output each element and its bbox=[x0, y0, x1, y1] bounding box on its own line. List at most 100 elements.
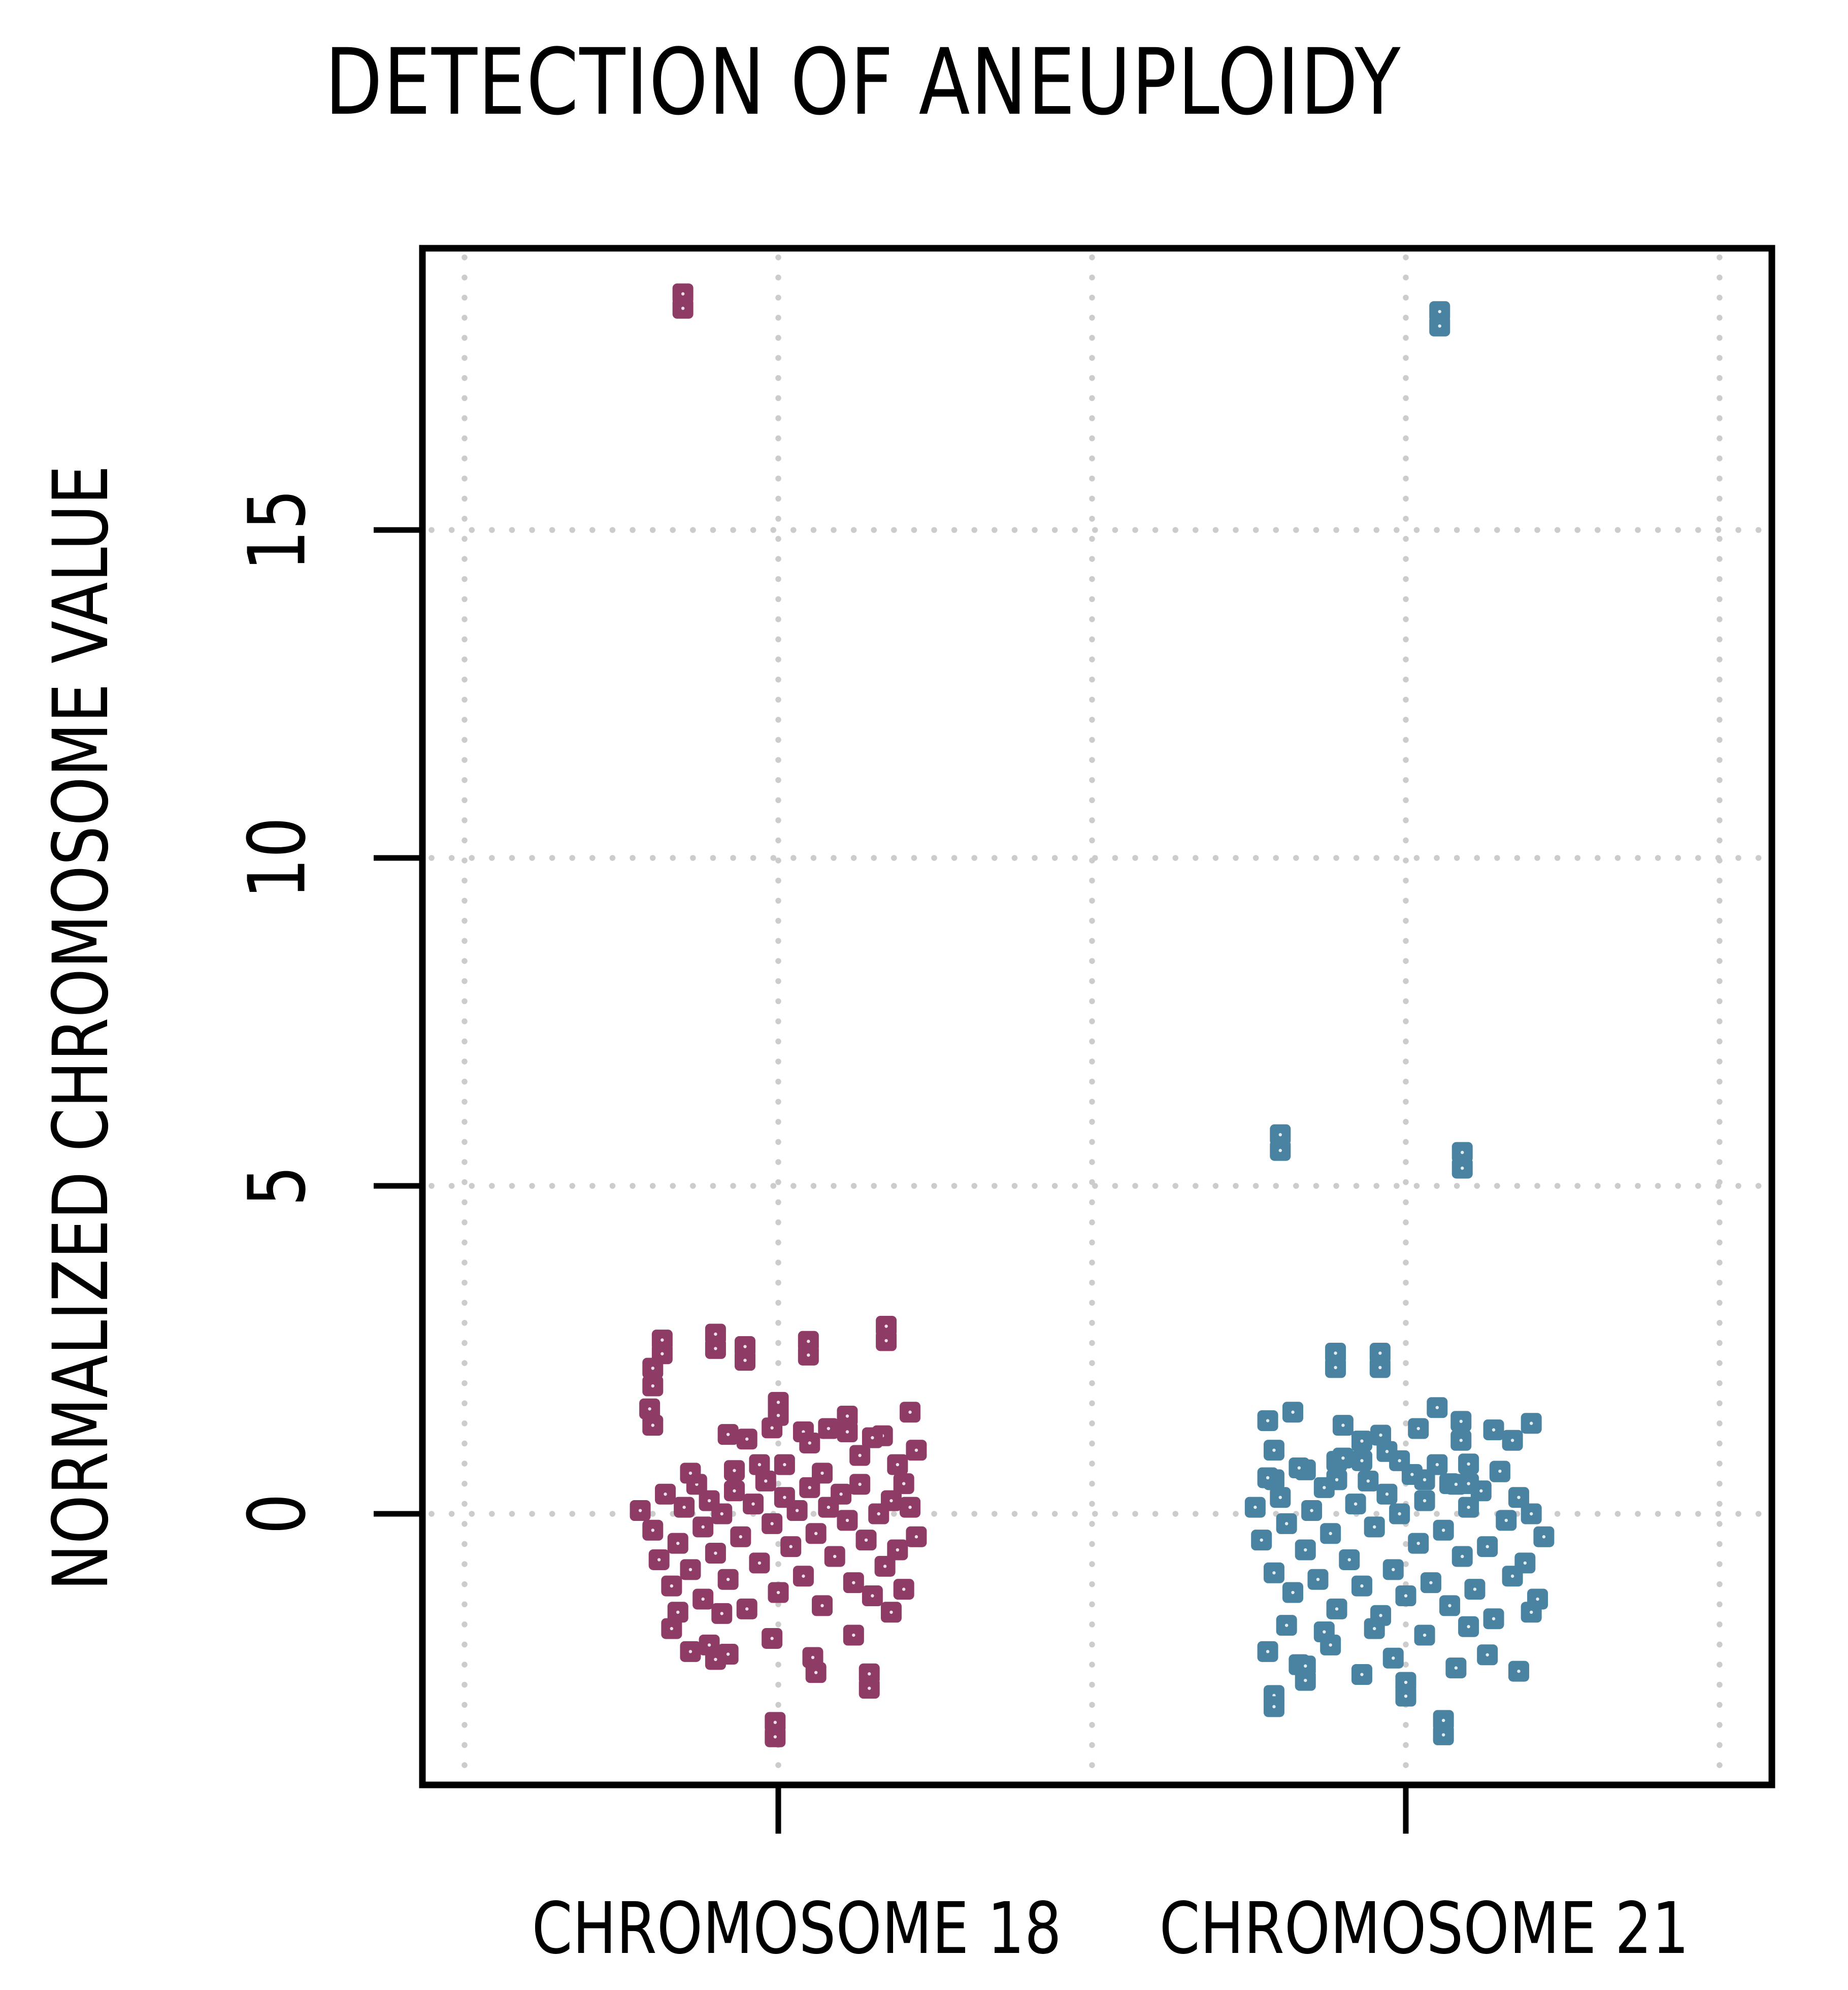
data-point-center-dot bbox=[1441, 1733, 1445, 1737]
data-point-center-dot bbox=[1392, 1656, 1395, 1660]
data-point-center-dot bbox=[1510, 1574, 1514, 1578]
data-point-center-dot bbox=[1297, 1466, 1301, 1470]
data-point-center-dot bbox=[1304, 1678, 1307, 1682]
data-point-center-dot bbox=[733, 1469, 736, 1472]
data-point-center-dot bbox=[770, 1426, 774, 1430]
data-point-center-dot bbox=[839, 1492, 843, 1496]
data-point-center-dot bbox=[1435, 1463, 1439, 1467]
data-point-center-dot bbox=[1441, 1529, 1445, 1532]
data-point-center-dot bbox=[1378, 1351, 1382, 1355]
data-point-center-dot bbox=[802, 1574, 805, 1578]
data-point-center-dot bbox=[1461, 1554, 1464, 1558]
data-point-center-dot bbox=[1272, 1705, 1276, 1709]
data-point-center-dot bbox=[1278, 1496, 1282, 1499]
data-point-center-dot bbox=[720, 1512, 723, 1516]
data-point-center-dot bbox=[1429, 1581, 1433, 1584]
data-point-center-dot bbox=[1459, 1439, 1463, 1442]
data-point-center-dot bbox=[1467, 1505, 1470, 1509]
data-point-center-dot bbox=[1479, 1489, 1483, 1492]
data-point-center-dot bbox=[1492, 1428, 1496, 1432]
data-point-center-dot bbox=[1272, 1571, 1276, 1575]
data-point-center-dot bbox=[1459, 1419, 1463, 1423]
data-point-center-dot bbox=[908, 1505, 912, 1509]
data-point-center-dot bbox=[651, 1529, 655, 1532]
data-point-center-dot bbox=[664, 1492, 667, 1496]
data-point-center-dot bbox=[807, 1353, 810, 1357]
data-point-center-dot bbox=[896, 1463, 900, 1467]
data-point-center-dot bbox=[845, 1518, 849, 1522]
data-point-center-dot bbox=[1542, 1535, 1546, 1539]
data-point-center-dot bbox=[1347, 1558, 1351, 1562]
data-point-center-dot bbox=[1504, 1518, 1508, 1522]
data-point-center-dot bbox=[773, 1720, 777, 1724]
data-point-center-dot bbox=[1334, 1366, 1337, 1370]
data-point-center-dot bbox=[720, 1612, 723, 1615]
data-point-center-dot bbox=[1278, 1133, 1282, 1137]
data-point-center-dot bbox=[661, 1338, 664, 1342]
data-point-center-dot bbox=[814, 1671, 818, 1674]
data-point-center-dot bbox=[682, 1505, 686, 1509]
data-point-center-dot bbox=[884, 1324, 888, 1328]
data-point-center-dot bbox=[884, 1339, 888, 1343]
data-point-center-dot bbox=[714, 1657, 717, 1662]
data-point-center-dot bbox=[795, 1509, 799, 1512]
data-point-center-dot bbox=[1423, 1478, 1427, 1482]
data-point-center-dot bbox=[701, 1525, 705, 1529]
data-point-center-dot bbox=[688, 1650, 692, 1653]
data-point-center-dot bbox=[1278, 1149, 1282, 1152]
data-point-center-dot bbox=[807, 1340, 810, 1343]
data-point-center-dot bbox=[1329, 1532, 1332, 1535]
data-point-center-dot bbox=[820, 1604, 824, 1608]
data-point-center-dot bbox=[670, 1627, 674, 1631]
data-point-center-dot bbox=[743, 1358, 747, 1362]
data-point-center-dot bbox=[1329, 1643, 1332, 1647]
data-point-center-dot bbox=[883, 1565, 887, 1568]
data-point-center-dot bbox=[1416, 1541, 1420, 1545]
data-point-center-dot bbox=[1461, 1166, 1464, 1170]
data-point-center-dot bbox=[1398, 1512, 1401, 1516]
data-point-center-dot bbox=[877, 1512, 880, 1516]
data-point-center-dot bbox=[1266, 1419, 1270, 1422]
data-point-center-dot bbox=[714, 1551, 717, 1555]
data-point-center-dot bbox=[1523, 1561, 1527, 1565]
data-point-center-dot bbox=[868, 1672, 871, 1676]
data-point-center-dot bbox=[751, 1502, 755, 1506]
data-point-center-dot bbox=[814, 1532, 818, 1535]
data-point-center-dot bbox=[1492, 1617, 1496, 1620]
data-point-center-dot bbox=[1379, 1614, 1382, 1617]
data-point-center-dot bbox=[757, 1561, 762, 1565]
data-point-center-dot bbox=[1530, 1610, 1533, 1614]
data-point-center-dot bbox=[1473, 1587, 1477, 1591]
data-point-center-dot bbox=[651, 1366, 655, 1370]
data-point-center-dot bbox=[1530, 1512, 1533, 1516]
data-point-center-dot bbox=[1284, 1522, 1289, 1525]
data-point-center-dot bbox=[827, 1505, 831, 1509]
data-point-center-dot bbox=[858, 1453, 862, 1457]
data-point-center-dot bbox=[1467, 1482, 1470, 1485]
data-point-center-dot bbox=[808, 1441, 812, 1445]
data-point-center-dot bbox=[707, 1643, 711, 1647]
data-point-center-dot bbox=[707, 1499, 711, 1503]
data-point-center-dot bbox=[657, 1558, 661, 1562]
data-point-center-dot bbox=[676, 1610, 680, 1614]
data-point-center-dot bbox=[764, 1479, 768, 1483]
data-point-center-dot bbox=[914, 1535, 918, 1539]
data-point-center-dot bbox=[1260, 1538, 1263, 1542]
plot-title-text: DETECTION OF ANEUPLOIDY bbox=[324, 29, 1402, 136]
data-point-center-dot bbox=[776, 1590, 780, 1595]
data-point-center-dot bbox=[1360, 1584, 1364, 1588]
data-point-center-dot bbox=[902, 1482, 906, 1485]
data-point-center-dot bbox=[1536, 1597, 1539, 1601]
data-point-center-dot bbox=[1441, 1718, 1445, 1722]
data-point-center-dot bbox=[827, 1427, 831, 1431]
data-point-center-dot bbox=[889, 1499, 893, 1503]
data-point-center-dot bbox=[1378, 1366, 1382, 1370]
data-point-center-dot bbox=[688, 1568, 692, 1572]
data-point-center-dot bbox=[1334, 1351, 1337, 1355]
data-point-center-dot bbox=[773, 1735, 777, 1739]
data-point-center-dot bbox=[1435, 1406, 1439, 1409]
data-point-center-dot bbox=[714, 1347, 717, 1350]
data-point-center-dot bbox=[852, 1581, 855, 1584]
data-point-center-dot bbox=[1272, 1448, 1276, 1452]
